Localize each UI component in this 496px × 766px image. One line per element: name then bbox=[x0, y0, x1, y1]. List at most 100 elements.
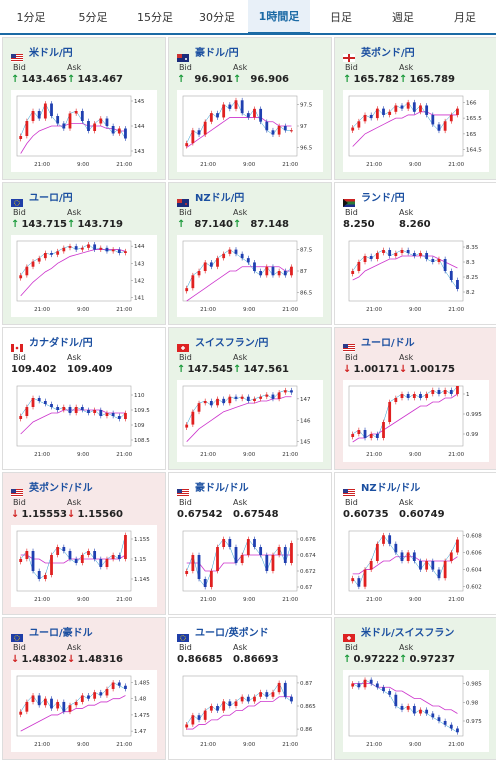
bid-ask-values: 0.86685 0.86693 bbox=[177, 654, 331, 665]
chart-container[interactable]: 1.485 1.48 1.475 1.47 21:00 9:00 21:00 bbox=[11, 670, 157, 752]
candle-body bbox=[406, 552, 410, 561]
card-header: 米ドル/スイスフラン bbox=[343, 622, 496, 642]
currency-pair-link[interactable]: 豪ドル/ドル bbox=[195, 482, 249, 494]
chart-container[interactable]: 1 0.995 0.99 21:00 9:00 21:00 bbox=[343, 380, 489, 462]
candle-body bbox=[265, 394, 269, 397]
candle-body bbox=[388, 691, 392, 695]
timeframe-tabs: 1分足 5分足 15分足 30分足 1時間足 日足 週足 月足 bbox=[0, 0, 496, 35]
bid-ask-labels: Bid Ask bbox=[345, 643, 496, 652]
rate-card[interactable]: 豪ドル/円 Bid Ask ↑ 96.901 ↑ 96.906 97.5 97 96.5 21:00… bbox=[168, 37, 332, 180]
rate-card[interactable]: スイスフラン/円 Bid Ask ↑ 147.545 ↑ 147.561 147 146 145 2… bbox=[168, 327, 332, 470]
candle-body bbox=[425, 253, 429, 259]
arrow-up-icon: ↑ bbox=[343, 74, 352, 85]
chart-container[interactable]: 87.5 87 86.5 21:00 9:00 21:00 bbox=[177, 235, 323, 317]
candle-body bbox=[271, 130, 275, 135]
bid-label: Bid bbox=[179, 208, 192, 217]
price-chart: 87.5 87 86.5 21:00 9:00 21:00 bbox=[182, 240, 313, 313]
x-tick-label: 21:00 bbox=[200, 742, 216, 748]
currency-pair-link[interactable]: NZドル/円 bbox=[195, 192, 245, 204]
candle-body bbox=[93, 551, 97, 559]
card-header: 英ポンド/円 bbox=[343, 42, 496, 62]
candle-body bbox=[406, 394, 410, 398]
ask-value: 147.561 bbox=[243, 364, 289, 375]
chart-container[interactable]: 147 146 145 21:00 9:00 21:00 bbox=[177, 380, 323, 462]
currency-pair-link[interactable]: ユーロ/ドル bbox=[361, 337, 415, 349]
currency-pair-link[interactable]: ランド/円 bbox=[361, 192, 405, 204]
rate-card[interactable]: 米ドル/スイスフラン Bid Ask ↑ 0.97222 ↑ 0.97237 0.985 0.9… bbox=[334, 617, 496, 760]
chart-container[interactable]: 8.35 8.3 8.25 8.2 21:00 9:00 21:00 bbox=[343, 235, 489, 317]
candle-body bbox=[375, 108, 379, 119]
flag-icon bbox=[343, 337, 355, 352]
tab-6[interactable]: 週足 bbox=[392, 10, 414, 24]
tab-4[interactable]: 1時間足 bbox=[248, 0, 310, 35]
candle-body bbox=[209, 113, 213, 122]
x-tick-label: 21:00 bbox=[366, 742, 382, 748]
arrow-up-icon: ↑ bbox=[67, 74, 76, 85]
y-tick-label: 145 bbox=[300, 440, 311, 446]
tab-7[interactable]: 月足 bbox=[454, 10, 476, 24]
tab-2[interactable]: 15分足 bbox=[137, 10, 173, 24]
chart-container[interactable]: 0.608 0.606 0.604 0.602 21:00 9:00 21:00 bbox=[343, 525, 489, 607]
tab-5[interactable]: 日足 bbox=[330, 10, 352, 24]
chart-container[interactable]: 110 109.5 109 108.5 21:00 9:00 21:00 bbox=[11, 380, 157, 462]
chart-container[interactable]: 144 143 142 141 21:00 9:00 21:00 bbox=[11, 235, 157, 317]
rate-card[interactable]: 英ポンド/ドル Bid Ask ↓ 1.15553 ↓ 1.15560 1.155 1.15 1.… bbox=[2, 472, 166, 615]
candle-body bbox=[437, 124, 441, 131]
y-tick-label: 8.2 bbox=[466, 290, 475, 296]
card-header: 米ドル/円 bbox=[11, 42, 165, 62]
rate-card[interactable]: 英ポンド/円 Bid Ask ↑ 165.782 ↑ 165.789 166 165.5 165 1… bbox=[334, 37, 496, 180]
candle-body bbox=[105, 247, 109, 252]
rate-card[interactable]: 米ドル/円 Bid Ask ↑ 143.465 ↑ 143.467 145 144 143 21:0… bbox=[2, 37, 166, 180]
candle-body bbox=[197, 403, 201, 412]
x-tick-label: 21:00 bbox=[282, 597, 298, 603]
chart-container[interactable]: 1.155 1.15 1.145 21:00 9:00 21:00 bbox=[11, 525, 157, 607]
x-tick-label: 9:00 bbox=[77, 307, 90, 313]
currency-pair-link[interactable]: ユーロ/円 bbox=[29, 192, 73, 204]
currency-pair-link[interactable]: ユーロ/豪ドル bbox=[29, 627, 93, 639]
rate-card[interactable]: ユーロ/円 Bid Ask ↑ 143.715 ↑ 143.719 144 143 142 141 2… bbox=[2, 182, 166, 325]
rate-card[interactable]: NZドル/円 Bid Ask ↑ 87.140 ↑ 87.148 87.5 87 86.5 21:0… bbox=[168, 182, 332, 325]
chart-container[interactable]: 166 165.5 165 164.5 21:00 9:00 21:00 bbox=[343, 90, 489, 172]
currency-pair-link[interactable]: スイスフラン/円 bbox=[195, 337, 269, 349]
currency-pair-link[interactable]: ユーロ/英ポンド bbox=[195, 627, 269, 639]
chart-container[interactable]: 0.676 0.674 0.672 0.67 21:00 9:00 21:00 bbox=[177, 525, 323, 607]
tab-1[interactable]: 5分足 bbox=[78, 10, 108, 24]
y-tick-label: 110 bbox=[134, 393, 145, 399]
tab-3[interactable]: 30分足 bbox=[199, 10, 235, 24]
tab-0[interactable]: 1分足 bbox=[16, 10, 46, 24]
rate-card[interactable]: カナダドル/円 Bid Ask 109.402 109.409 110 109.5 109 10… bbox=[2, 327, 166, 470]
x-tick-label: 21:00 bbox=[200, 452, 216, 458]
currency-pair-link[interactable]: 英ポンド/ドル bbox=[29, 482, 93, 494]
candle-body bbox=[56, 547, 60, 555]
currency-pair-link[interactable]: 米ドル/円 bbox=[29, 47, 73, 59]
rate-card[interactable]: ユーロ/ドル Bid Ask ↓ 1.00171 ↓ 1.00175 1 0.995 0.99 21… bbox=[334, 327, 496, 470]
arrow-down-icon: ↓ bbox=[11, 509, 20, 520]
currency-pair-link[interactable]: 英ポンド/円 bbox=[361, 47, 415, 59]
chart-container[interactable]: 0.985 0.98 0.975 21:00 9:00 21:00 bbox=[343, 670, 489, 752]
rate-card[interactable]: 豪ドル/ドル Bid Ask 0.67542 0.67548 0.676 0.674 0.67… bbox=[168, 472, 332, 615]
rate-card[interactable]: NZドル/ドル Bid Ask 0.60735 0.60749 0.608 0.606 0.6… bbox=[334, 472, 496, 615]
candle-body bbox=[31, 695, 35, 702]
chart-container[interactable]: 0.87 0.865 0.86 21:00 9:00 21:00 bbox=[177, 670, 323, 752]
bid-price: ↑ 143.715 bbox=[11, 219, 67, 230]
rate-card[interactable]: ユーロ/豪ドル Bid Ask ↓ 1.48302 ↓ 1.48316 1.485 1.48 1.… bbox=[2, 617, 166, 760]
currency-pair-link[interactable]: カナダドル/円 bbox=[29, 337, 93, 349]
ask-price: 109.409 bbox=[67, 364, 123, 375]
flag-icon bbox=[177, 47, 189, 62]
currency-pair-link[interactable]: 米ドル/スイスフラン bbox=[361, 627, 455, 639]
bid-price: ↓ 1.00171 bbox=[343, 364, 399, 375]
candle-body bbox=[246, 258, 250, 263]
rate-card[interactable]: ユーロ/英ポンド Bid Ask 0.86685 0.86693 0.87 0.865 0.8… bbox=[168, 617, 332, 760]
bid-ask-labels: Bid Ask bbox=[13, 208, 165, 217]
currency-pair-link[interactable]: NZドル/ドル bbox=[361, 482, 421, 494]
rate-card[interactable]: ランド/円 Bid Ask 8.250 8.260 8.35 8.3 8.25 8.2 21:00… bbox=[334, 182, 496, 325]
y-tick-label: 1.47 bbox=[134, 729, 147, 735]
currency-pair-link[interactable]: 豪ドル/円 bbox=[195, 47, 239, 59]
x-tick-label: 9:00 bbox=[77, 597, 90, 603]
candle-body bbox=[80, 695, 84, 702]
price-chart: 110 109.5 109 108.5 21:00 9:00 21:00 bbox=[16, 385, 150, 458]
chart-container[interactable]: 97.5 97 96.5 21:00 9:00 21:00 bbox=[177, 90, 323, 172]
candle-body bbox=[437, 390, 441, 394]
bid-price: 8.250 bbox=[343, 219, 399, 230]
chart-container[interactable]: 145 144 143 21:00 9:00 21:00 bbox=[11, 90, 157, 172]
